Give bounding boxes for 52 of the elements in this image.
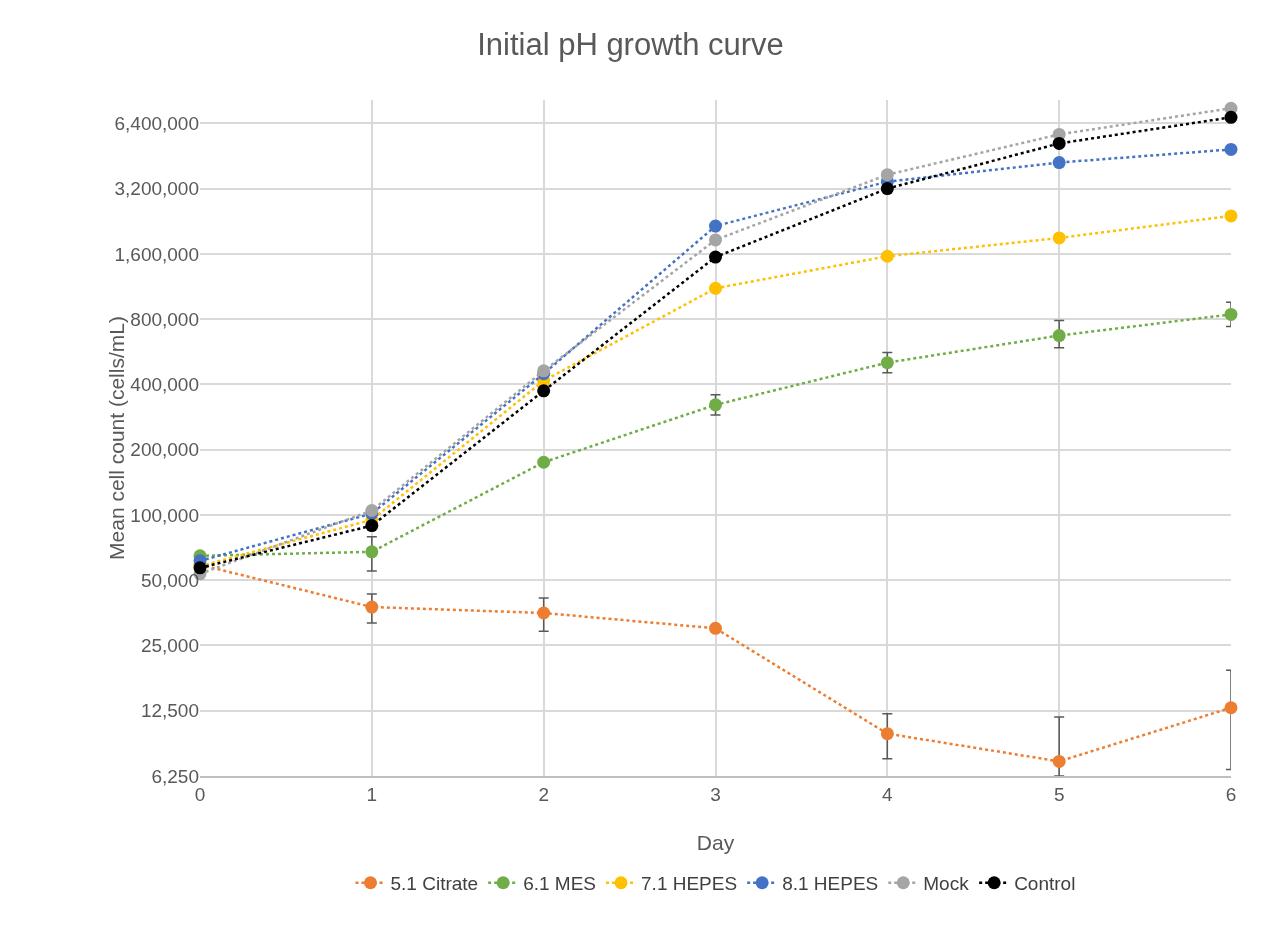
x-tick-label: 2 bbox=[538, 783, 549, 805]
point bbox=[365, 600, 379, 614]
legend-label: 5.1 Citrate bbox=[390, 873, 479, 895]
y-tick-label: 3,200,000 bbox=[114, 178, 199, 200]
chart-title: Initial pH growth curve bbox=[477, 26, 784, 62]
x-tick-label: 3 bbox=[710, 783, 721, 805]
x-tick-label: 5 bbox=[1053, 783, 1065, 805]
point bbox=[1052, 231, 1066, 245]
y-tick-label: 200,000 bbox=[130, 439, 199, 461]
x-tick-label: 6 bbox=[1225, 783, 1237, 805]
point bbox=[537, 606, 551, 620]
point bbox=[365, 545, 379, 559]
point bbox=[709, 398, 722, 412]
point bbox=[880, 249, 894, 263]
y-tick-label: 6,400,000 bbox=[114, 112, 199, 134]
legend-label: 7.1 HEPES bbox=[641, 873, 738, 895]
x-axis-title: Day bbox=[696, 831, 735, 854]
point bbox=[1224, 701, 1238, 715]
x-tick-label: 4 bbox=[882, 783, 894, 805]
point bbox=[1224, 209, 1238, 223]
y-tick-label: 50,000 bbox=[140, 569, 199, 591]
y-tick-label: 800,000 bbox=[130, 308, 199, 330]
legend-label: Control bbox=[1014, 873, 1076, 895]
legend-label: 6.1 MES bbox=[523, 873, 597, 895]
point bbox=[1052, 754, 1066, 768]
y-tick-label: 12,500 bbox=[140, 700, 199, 722]
point bbox=[1224, 307, 1238, 321]
legend-label: Mock bbox=[923, 873, 970, 895]
point bbox=[709, 281, 722, 295]
point bbox=[537, 384, 551, 398]
point bbox=[1052, 156, 1066, 170]
y-tick-label: 1,600,000 bbox=[114, 243, 199, 265]
y-tick-label: 100,000 bbox=[130, 504, 199, 526]
point bbox=[1052, 329, 1066, 343]
point bbox=[1052, 136, 1066, 150]
point bbox=[880, 182, 894, 196]
point bbox=[537, 455, 551, 469]
point bbox=[365, 519, 379, 533]
point bbox=[880, 168, 894, 182]
point bbox=[1224, 142, 1238, 156]
point bbox=[880, 727, 894, 741]
y-tick-label: 25,000 bbox=[140, 635, 199, 657]
y-tick-label: 400,000 bbox=[130, 374, 199, 396]
point bbox=[709, 621, 722, 635]
x-tick-label: 1 bbox=[366, 783, 378, 805]
point bbox=[1224, 110, 1238, 124]
point bbox=[709, 219, 722, 233]
y-axis-title: Mean cell count (cells/mL) bbox=[105, 316, 129, 560]
point bbox=[709, 233, 722, 247]
legend-label: 8.1 HEPES bbox=[782, 873, 879, 895]
point bbox=[880, 356, 894, 370]
point bbox=[709, 250, 722, 264]
